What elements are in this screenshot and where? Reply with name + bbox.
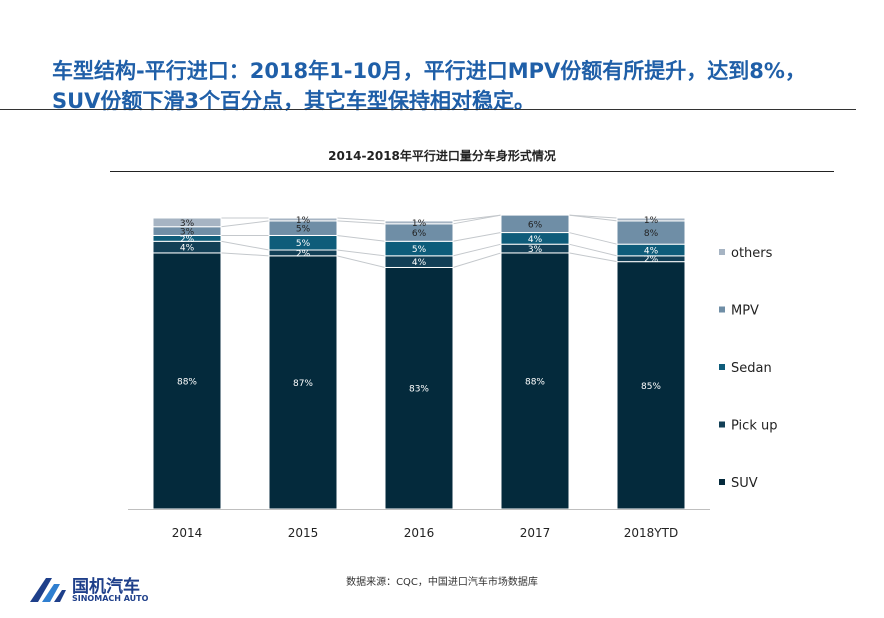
connector-line xyxy=(336,255,386,268)
chart-title-divider xyxy=(110,171,834,172)
connector-line xyxy=(568,252,618,263)
data-label: 3% xyxy=(180,219,195,229)
headline-divider xyxy=(0,109,856,110)
connector-line xyxy=(568,232,618,245)
sinomach-logo-mark xyxy=(30,578,66,602)
connector-line xyxy=(336,217,386,222)
data-label: 3% xyxy=(528,245,543,255)
legend-swatch-sedan xyxy=(719,364,725,370)
data-label: 8% xyxy=(644,229,659,239)
x-tick-label: 2018YTD xyxy=(624,526,678,540)
data-source-note: 数据来源：CQC，中国进口汽车市场数据库 xyxy=(346,577,538,588)
data-label: 2% xyxy=(296,249,311,259)
legend-label: others xyxy=(731,246,773,261)
legend-label: SUV xyxy=(731,476,758,491)
connector-line xyxy=(452,252,502,268)
bar-segment-others xyxy=(152,217,222,228)
data-label: 4% xyxy=(180,244,195,254)
data-label: 3% xyxy=(180,228,195,238)
data-label: 5% xyxy=(296,239,311,249)
bar-segment-suv xyxy=(500,252,570,510)
connector-line xyxy=(336,234,386,242)
company-logo: 国机汽车 SINOMACH AUTO xyxy=(28,572,158,606)
connector-line xyxy=(452,214,502,222)
x-tick-label: 2015 xyxy=(288,526,319,540)
data-label: 1% xyxy=(296,216,311,226)
data-label: 6% xyxy=(528,220,543,230)
legend-swatch-suv xyxy=(719,479,725,485)
data-label: 4% xyxy=(412,258,427,268)
data-label: 5% xyxy=(412,245,427,255)
data-label: 5% xyxy=(296,225,311,235)
data-label: 88% xyxy=(177,377,197,387)
connector-line xyxy=(568,243,618,257)
connector-line xyxy=(336,249,386,257)
legend-swatch-pick-up xyxy=(719,421,725,428)
connector-line xyxy=(220,220,270,228)
legend-swatch-others xyxy=(719,249,725,255)
logo-text-en: SINOMACH AUTO xyxy=(72,594,149,603)
connector-line xyxy=(568,214,618,219)
data-label: 1% xyxy=(412,219,427,229)
bar-segment-others xyxy=(268,217,338,222)
data-label: 85% xyxy=(641,382,661,392)
data-label: 1% xyxy=(644,216,659,226)
legend-swatch-mpv xyxy=(719,306,725,313)
data-label: 87% xyxy=(293,379,313,389)
legend-label: Pick up xyxy=(731,419,777,434)
data-label: 6% xyxy=(412,229,427,239)
data-label: 2% xyxy=(644,255,659,265)
connector-line xyxy=(452,243,502,257)
headline-line-1: 车型结构-平行进口：2018年1-10月，平行进口MPV份额有所提升，达到8%， xyxy=(52,59,806,83)
data-label: 4% xyxy=(644,247,659,257)
connector-line xyxy=(220,240,270,251)
page-headline: 车型结构-平行进口：2018年1-10月，平行进口MPV份额有所提升，达到8%，… xyxy=(52,56,872,116)
data-label: 4% xyxy=(528,235,543,245)
bar-segment-suv xyxy=(384,266,454,510)
legend-label: MPV xyxy=(731,304,759,319)
bar-segment-mpv xyxy=(500,214,570,234)
x-tick-label: 2017 xyxy=(520,526,551,540)
bar-segment-suv xyxy=(616,261,686,510)
connector-line xyxy=(220,252,270,257)
data-label: 83% xyxy=(409,385,429,395)
data-label: 2% xyxy=(180,235,195,245)
connector-line xyxy=(452,232,502,242)
logo-text-cn: 国机汽车 xyxy=(72,577,140,597)
bar-segment-others xyxy=(616,217,686,222)
bar-segment-others xyxy=(384,220,454,225)
data-label: 88% xyxy=(525,377,545,387)
bar-segment-suv xyxy=(152,252,222,510)
connector-line xyxy=(336,220,386,225)
legend-label: Sedan xyxy=(731,361,772,376)
chart-title: 2014-2018年平行进口量分车身形式情况 xyxy=(328,149,556,163)
x-tick-label: 2014 xyxy=(172,526,203,540)
x-tick-label: 2016 xyxy=(404,526,435,540)
